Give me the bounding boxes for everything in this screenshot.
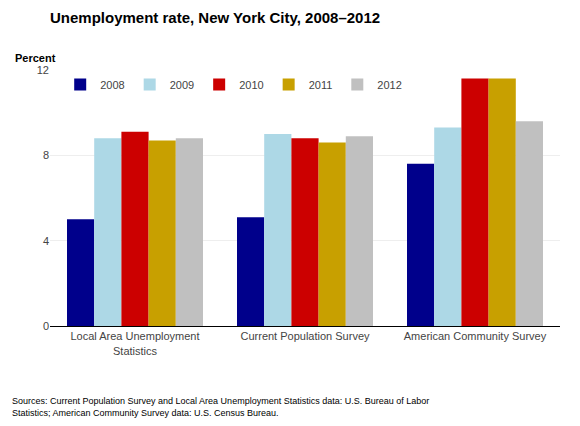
svg-text:2011: 2011	[309, 79, 333, 91]
svg-text:0: 0	[43, 320, 49, 332]
svg-text:2012: 2012	[377, 79, 401, 91]
svg-text:American Community Survey: American Community Survey	[404, 330, 547, 342]
svg-text:Unemployment rate, New York Ci: Unemployment rate, New York City, 2008–2…	[50, 9, 380, 26]
svg-text:4: 4	[43, 235, 49, 247]
svg-text:Sources: Current Population Su: Sources: Current Population Survey and L…	[12, 396, 429, 418]
svg-text:12: 12	[37, 64, 49, 76]
svg-text:Current Population Survey: Current Population Survey	[240, 330, 370, 342]
svg-text:Local Area UnemploymentStatist: Local Area UnemploymentStatistics	[70, 330, 199, 356]
svg-text:Percent: Percent	[15, 52, 56, 64]
svg-text:8: 8	[43, 149, 49, 161]
svg-text:2008: 2008	[100, 79, 124, 91]
svg-text:2009: 2009	[170, 79, 194, 91]
svg-text:2010: 2010	[239, 79, 263, 91]
